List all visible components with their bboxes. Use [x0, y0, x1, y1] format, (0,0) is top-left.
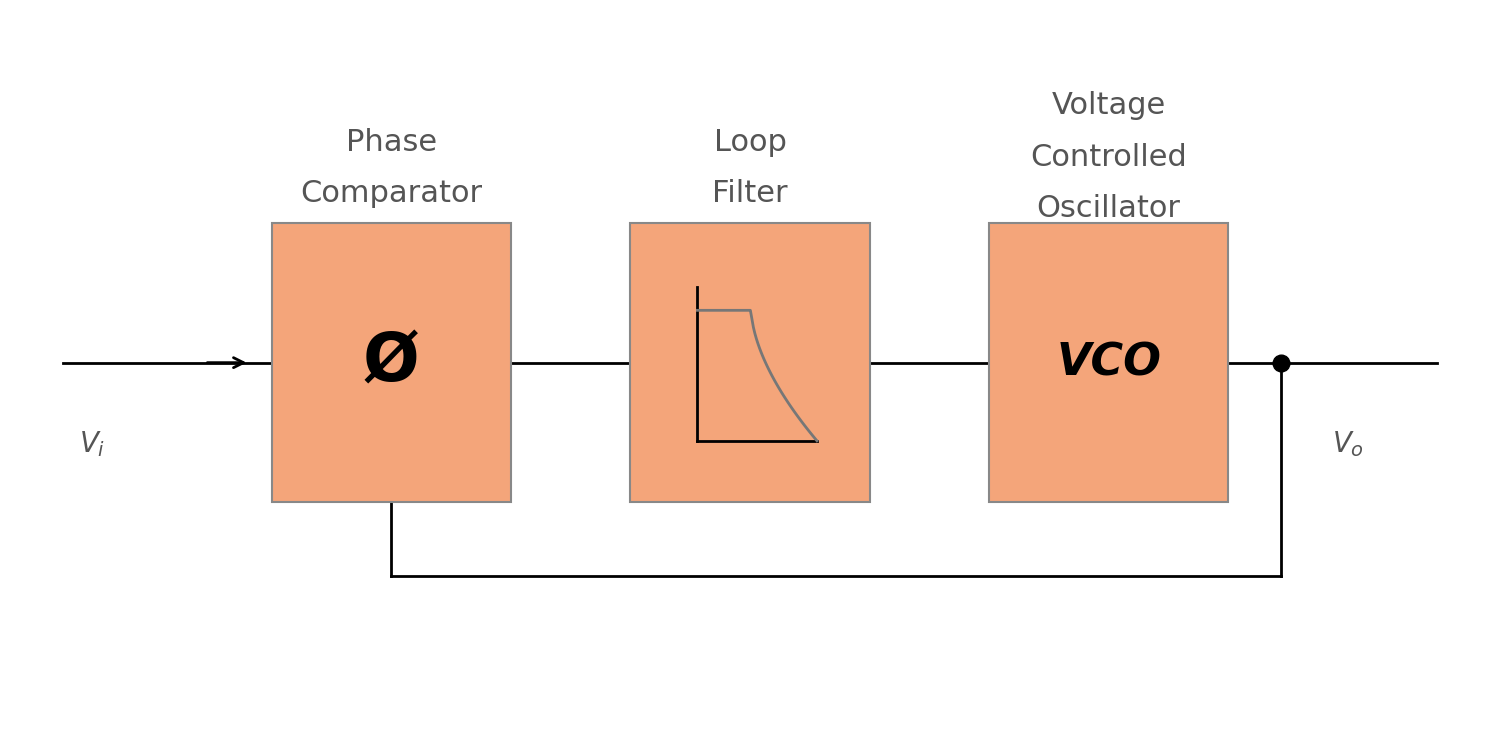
FancyBboxPatch shape	[272, 223, 512, 502]
Text: Controlled: Controlled	[1030, 143, 1186, 172]
Text: Phase: Phase	[346, 128, 436, 157]
Text: Loop: Loop	[714, 128, 786, 157]
Text: $V_i$: $V_i$	[80, 428, 105, 459]
Text: Ø: Ø	[363, 329, 420, 396]
Text: Oscillator: Oscillator	[1036, 194, 1180, 223]
Text: Voltage: Voltage	[1052, 91, 1166, 121]
Text: Comparator: Comparator	[300, 179, 483, 209]
Text: VCO: VCO	[1056, 341, 1161, 384]
FancyBboxPatch shape	[988, 223, 1228, 502]
FancyBboxPatch shape	[630, 223, 870, 502]
Text: $V_o$: $V_o$	[1332, 428, 1364, 459]
Text: Filter: Filter	[712, 179, 788, 209]
